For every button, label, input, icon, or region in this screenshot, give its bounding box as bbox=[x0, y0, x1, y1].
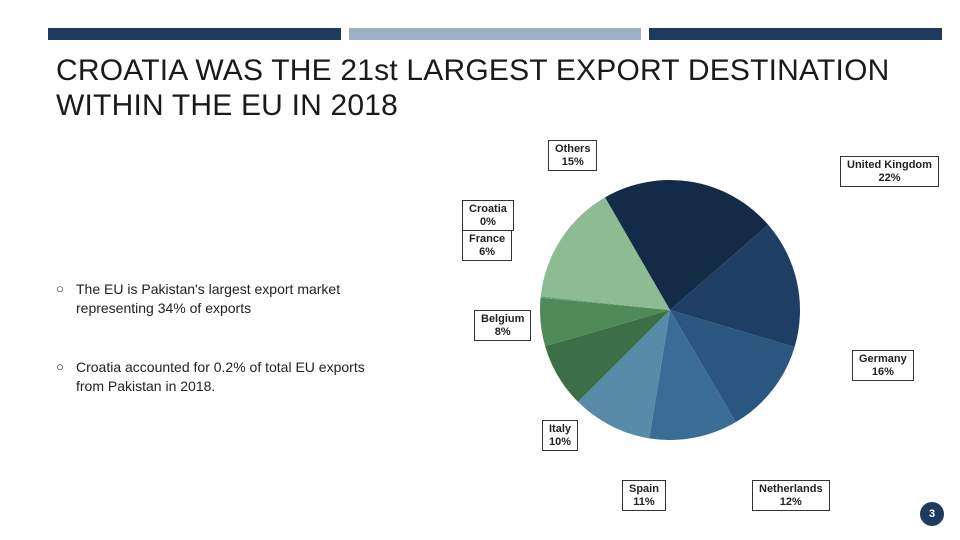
page-number: 3 bbox=[929, 508, 935, 520]
pie-chart bbox=[540, 180, 800, 440]
bullet-item: ○ The EU is Pakistan's largest export ma… bbox=[54, 280, 394, 318]
pie-label-others: Others15% bbox=[548, 140, 597, 171]
pie-label-netherlands: Netherlands12% bbox=[752, 480, 830, 511]
bullet-item: ○ Croatia accounted for 0.2% of total EU… bbox=[54, 358, 394, 396]
bar-seg-2 bbox=[349, 28, 642, 40]
bullet-list: ○ The EU is Pakistan's largest export ma… bbox=[54, 280, 394, 436]
bar-seg-3 bbox=[649, 28, 942, 40]
pie-label-germany: Germany16% bbox=[852, 350, 914, 381]
pie-label-belgium: Belgium8% bbox=[474, 310, 531, 341]
bar-seg-1 bbox=[48, 28, 341, 40]
pie-chart-container: United Kingdom22%Germany16%Netherlands12… bbox=[440, 140, 900, 520]
slide-title: CROATIA WAS THE 21st LARGEST EXPORT DEST… bbox=[56, 54, 936, 123]
bullet-marker-icon: ○ bbox=[54, 358, 66, 396]
pie-label-france: France6% bbox=[462, 230, 512, 261]
pie-label-spain: Spain11% bbox=[622, 480, 666, 511]
bullet-text: The EU is Pakistan's largest export mark… bbox=[76, 280, 394, 318]
header-accent-bar bbox=[48, 28, 942, 40]
bullet-marker-icon: ○ bbox=[54, 280, 66, 318]
pie-label-italy: Italy10% bbox=[542, 420, 578, 451]
bullet-text: Croatia accounted for 0.2% of total EU e… bbox=[76, 358, 394, 396]
pie-label-united-kingdom: United Kingdom22% bbox=[840, 156, 939, 187]
page-number-badge: 3 bbox=[920, 502, 944, 526]
pie-label-croatia: Croatia0% bbox=[462, 200, 514, 231]
